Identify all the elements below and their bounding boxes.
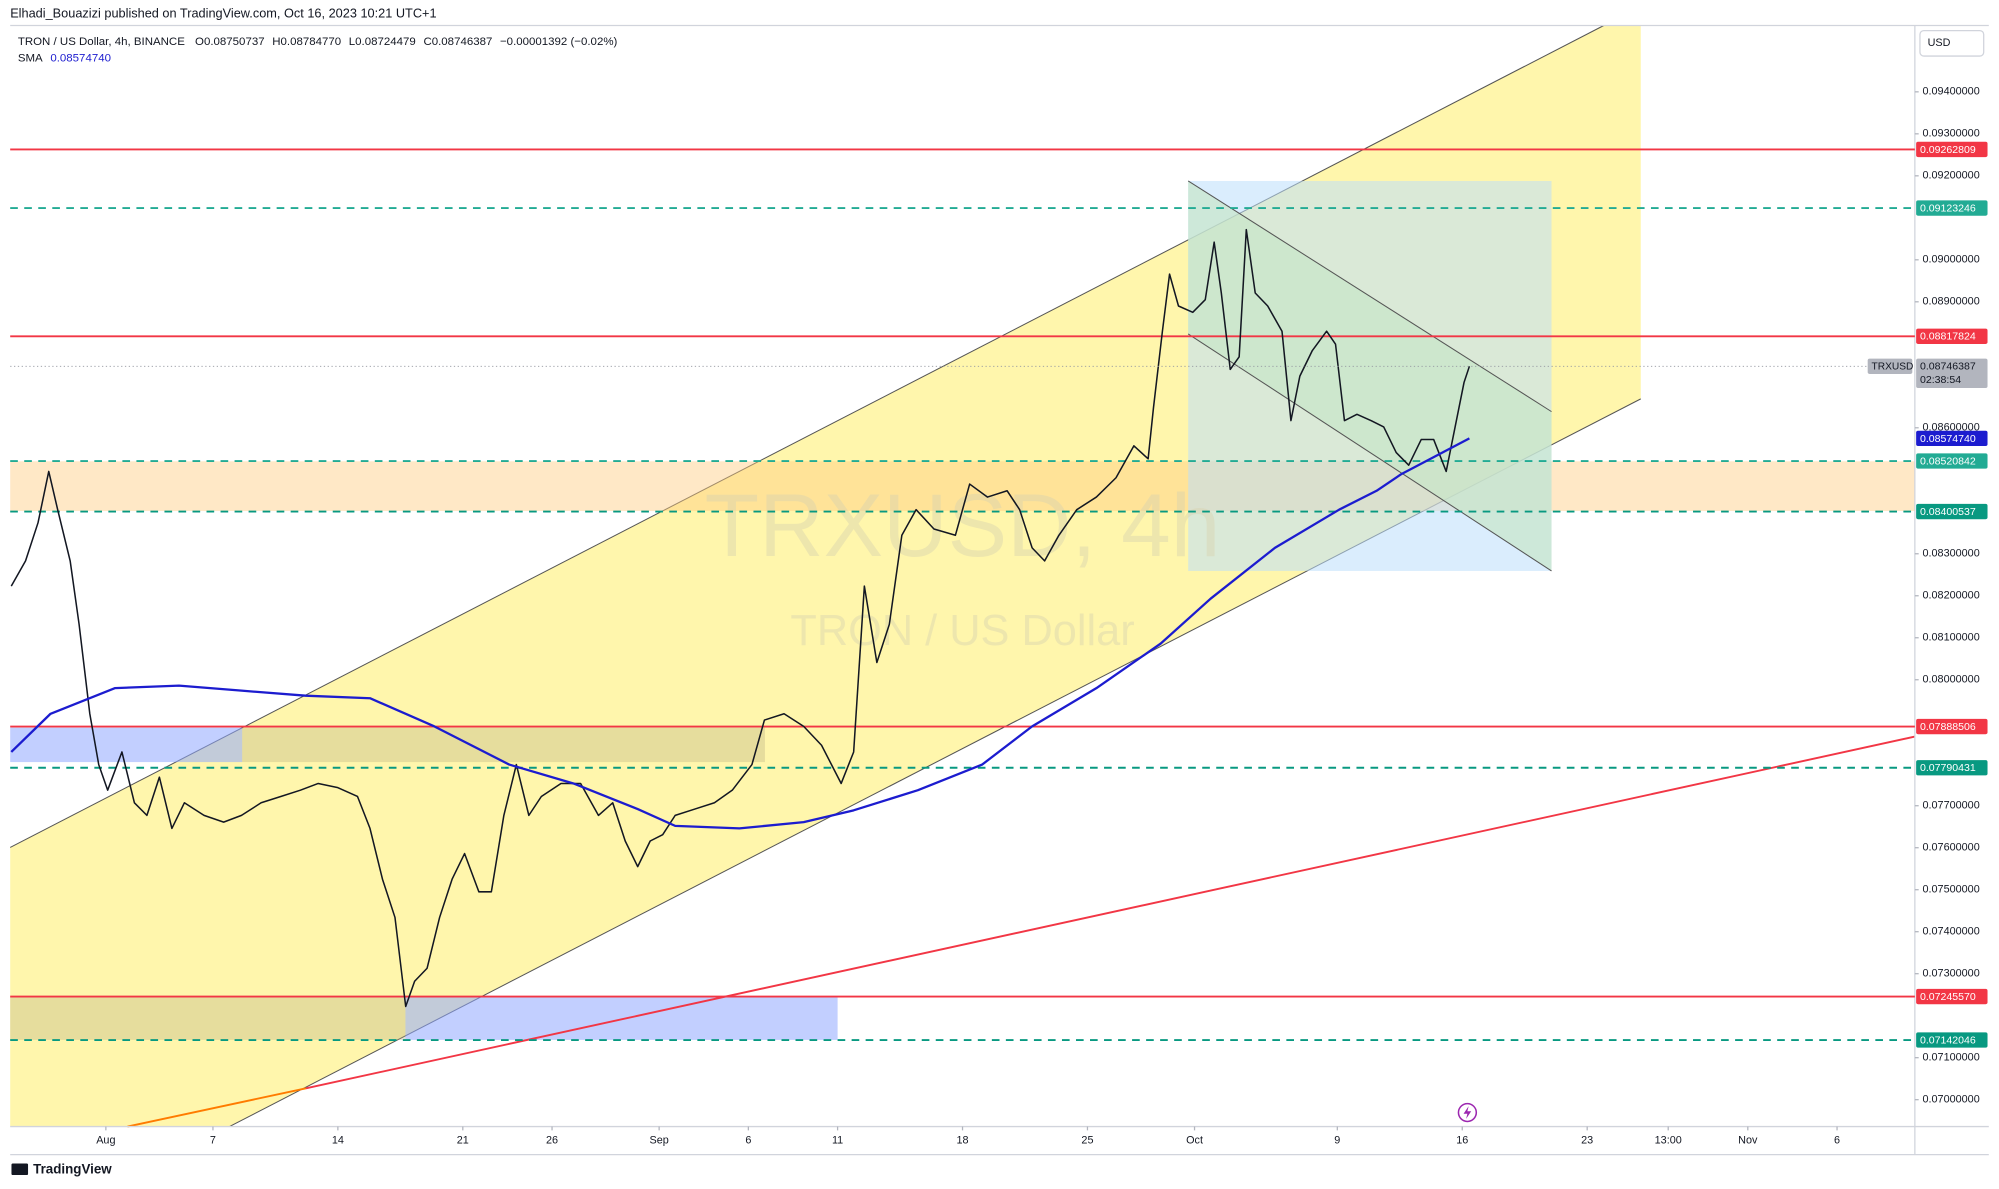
y-tick-label: 0.08000000 [1923, 674, 1980, 686]
x-tick-label: 16 [1456, 1134, 1468, 1146]
watermark: TRXUSD, 4h [705, 475, 1221, 575]
x-tick-label: 9 [1334, 1134, 1340, 1146]
level-tag-label: 0.08520842 [1920, 455, 1976, 467]
trendline [305, 735, 1916, 1090]
trendline-start [127, 1087, 307, 1128]
level-tag [1916, 453, 1988, 469]
drawings [9, 25, 1916, 1128]
ohlc-label: H [272, 36, 280, 48]
price-line [10, 228, 1471, 1008]
sma-name: SMA [18, 53, 43, 65]
y-tick-label: 0.08200000 [1923, 590, 1980, 602]
y-tick-label: 0.07700000 [1923, 800, 1980, 812]
ohlc-label: O [195, 36, 204, 48]
price-tag-label: 0.08746387 [1920, 361, 1976, 373]
level-tag-label: 0.07790431 [1920, 762, 1976, 774]
level-tag-label: 0.09262809 [1920, 144, 1976, 156]
x-tick-label: 13:00 [1655, 1134, 1682, 1146]
x-tick-label: 23 [1581, 1134, 1593, 1146]
currency[interactable]: USD [1928, 37, 1951, 49]
sma-tag-label: 0.08574740 [1920, 433, 1976, 445]
ohlc-value: 0.08746387 [432, 36, 493, 48]
level-tag [1916, 141, 1988, 158]
y-tick-label: 0.08900000 [1923, 296, 1980, 308]
ohlc-value: 0.08724479 [355, 36, 416, 48]
y-tick-label: 0.07100000 [1923, 1052, 1980, 1064]
supply-zone [10, 461, 1915, 512]
price-tag [1916, 358, 1988, 388]
y-tick-label: 0.08100000 [1923, 632, 1980, 644]
level-tag [1916, 988, 1988, 1005]
y-tick-label: 0.08600000 [1923, 422, 1980, 434]
y-tick-label: 0.09200000 [1923, 170, 1980, 182]
sma-line [10, 437, 1470, 830]
desc-upper [1187, 180, 1552, 413]
watermark-subtitle: TRON / US Dollar [790, 607, 1134, 655]
x-tick-label: Sep [649, 1134, 668, 1146]
zone-extension [10, 996, 406, 1040]
sma-tag [1916, 430, 1988, 447]
x-tick-label: 18 [957, 1134, 969, 1146]
y-tick-label: 0.09300000 [1923, 128, 1980, 140]
ohlc-value: 0.08784770 [281, 36, 342, 48]
x-tick-label: 11 [832, 1134, 843, 1146]
symbol-tag-label: TRXUSD [1872, 362, 1914, 373]
level-tag [1916, 1032, 1988, 1048]
level-tag-label: 0.08817824 [1920, 331, 1976, 343]
sma-legend: SMA 0.08574740 [18, 53, 111, 65]
level-tag-label: 0.07245570 [1920, 991, 1976, 1003]
x-tick-label: 14 [332, 1134, 344, 1146]
zone-extension [242, 727, 765, 763]
ohlc-label: C [423, 36, 431, 48]
level-tag [1916, 760, 1988, 776]
x-tick-label: 6 [745, 1134, 751, 1146]
change: −0.00001392 (−0.02%) [500, 36, 618, 48]
ohlc-label: L [349, 36, 355, 48]
y-tick-label: 0.09000000 [1923, 254, 1980, 266]
x-tick-label: Nov [1738, 1134, 1758, 1146]
level-tag [1916, 200, 1988, 216]
footer-brand: TradingView [33, 1161, 112, 1176]
level-tag-label: 0.09123246 [1920, 202, 1976, 214]
x-tick-label: 25 [1081, 1134, 1093, 1146]
level-tag [1916, 718, 1988, 735]
legend: TRON / US Dollar, 4h, BINANCE O0.08750737… [18, 36, 618, 48]
channel-upper [9, 25, 1605, 848]
descending-channel [1188, 180, 1552, 571]
event-icon[interactable] [1457, 1102, 1478, 1123]
level-tag-label: 0.07142046 [1920, 1034, 1976, 1046]
symbol-tag [1867, 358, 1913, 374]
y-tick-label: 0.07300000 [1923, 968, 1980, 980]
level-tag [1916, 328, 1988, 344]
currency-button[interactable] [1919, 29, 1985, 57]
demand-zone [10, 727, 243, 763]
x-tick-label: Oct [1186, 1134, 1203, 1146]
level-tag-label: 0.08400537 [1920, 506, 1976, 518]
y-tick-label: 0.09400000 [1923, 86, 1980, 98]
x-tick-label: Aug [96, 1134, 115, 1146]
logo-mark [11, 1163, 29, 1175]
event-bolt [1463, 1106, 1472, 1119]
desc-lower [1187, 333, 1552, 572]
publisher: Elhadi_Bouazizi published on TradingView… [10, 5, 436, 20]
legend-title: TRON / US Dollar, 4h, BINANCE [18, 36, 185, 48]
x-tick-label: 26 [546, 1134, 558, 1146]
y-tick-label: 0.07000000 [1923, 1094, 1980, 1106]
x-tick-label: 6 [1834, 1134, 1840, 1146]
sma-value: 0.08574740 [50, 53, 111, 65]
level-tag [1916, 503, 1988, 520]
x-tick-label: 21 [457, 1134, 469, 1146]
demand-zone [405, 996, 838, 1040]
y-tick-label: 0.07400000 [1923, 926, 1980, 938]
countdown: 02:38:54 [1920, 374, 1961, 386]
y-tick-label: 0.07500000 [1923, 884, 1980, 896]
ohlc-value: 0.08750737 [204, 36, 265, 48]
level-tag-label: 0.07888506 [1920, 721, 1976, 733]
y-tick-label: 0.07600000 [1923, 842, 1980, 854]
x-tick-label: 7 [210, 1134, 216, 1146]
y-tick-label: 0.08300000 [1923, 548, 1980, 560]
